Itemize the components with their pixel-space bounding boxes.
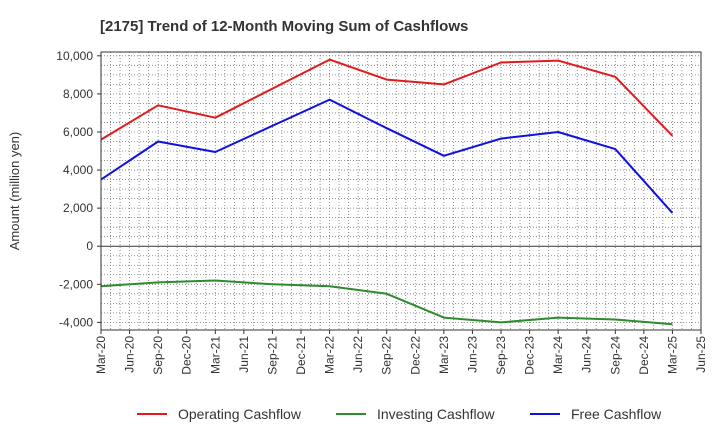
x-tick-label: Jun-20 [123,336,137,373]
x-tick-label: Mar-20 [94,336,108,374]
legend-label: Operating Cashflow [178,406,302,422]
legend-label: Investing Cashflow [377,406,495,422]
y-tick-label: 8,000 [63,87,93,101]
grid-lines [101,52,701,330]
x-tick-label: Jun-22 [351,336,365,373]
x-tick-label: Dec-22 [408,336,422,375]
y-tick-label: -2,000 [59,277,93,291]
x-tick-label: Dec-24 [637,336,651,375]
x-axis-ticks: Mar-20 Jun-20 Sep-20 Dec-20 Mar-21 Jun-21 Sep-… [94,330,708,375]
x-tick-label: Jun-21 [237,336,251,373]
x-tick-label: Sep-21 [265,336,279,375]
y-tick-label: 2,000 [63,201,93,215]
investing-cashflow-line [100,279,673,326]
x-tick-label: Dec-20 [180,336,194,375]
x-tick-label: Jun-23 [465,336,479,373]
x-tick-label: Sep-22 [380,336,394,375]
x-tick-label: Sep-23 [494,336,508,375]
plot-area-frame [100,51,702,331]
y-axis-label: Amount (million yen) [7,132,22,251]
x-tick-label: Sep-24 [608,336,622,375]
y-tick-label: 6,000 [63,125,93,139]
x-tick-label: Mar-21 [208,336,222,374]
series-lines [100,58,674,326]
x-tick-label: Mar-23 [437,336,451,374]
chart-title: [2175] Trend of 12-Month Moving Sum of C… [100,18,468,35]
x-tick-label: Mar-22 [323,336,337,374]
y-tick-label: 4,000 [63,163,93,177]
x-tick-label: Mar-25 [665,336,679,374]
x-tick-label: Dec-23 [523,336,537,375]
legend: Operating Cashflow Investing Cashflow Free… [137,406,662,422]
free-cashflow-line [100,98,674,214]
y-tick-label: 10,000 [56,49,93,63]
y-axis-ticks: -4,000 -2,000 0 2,000 4,000 6,000 8,000 10,000 [56,49,101,329]
x-tick-label: Jun-24 [580,336,594,373]
operating-cashflow-line [100,58,674,141]
y-tick-label: 0 [86,239,93,253]
x-tick-label: Jun-25 [694,336,708,373]
legend-label: Free Cashflow [571,406,662,422]
x-tick-label: Dec-21 [294,336,308,375]
x-tick-label: Mar-24 [551,336,565,374]
y-tick-label: -4,000 [59,315,93,329]
x-tick-label: Sep-20 [151,336,165,375]
